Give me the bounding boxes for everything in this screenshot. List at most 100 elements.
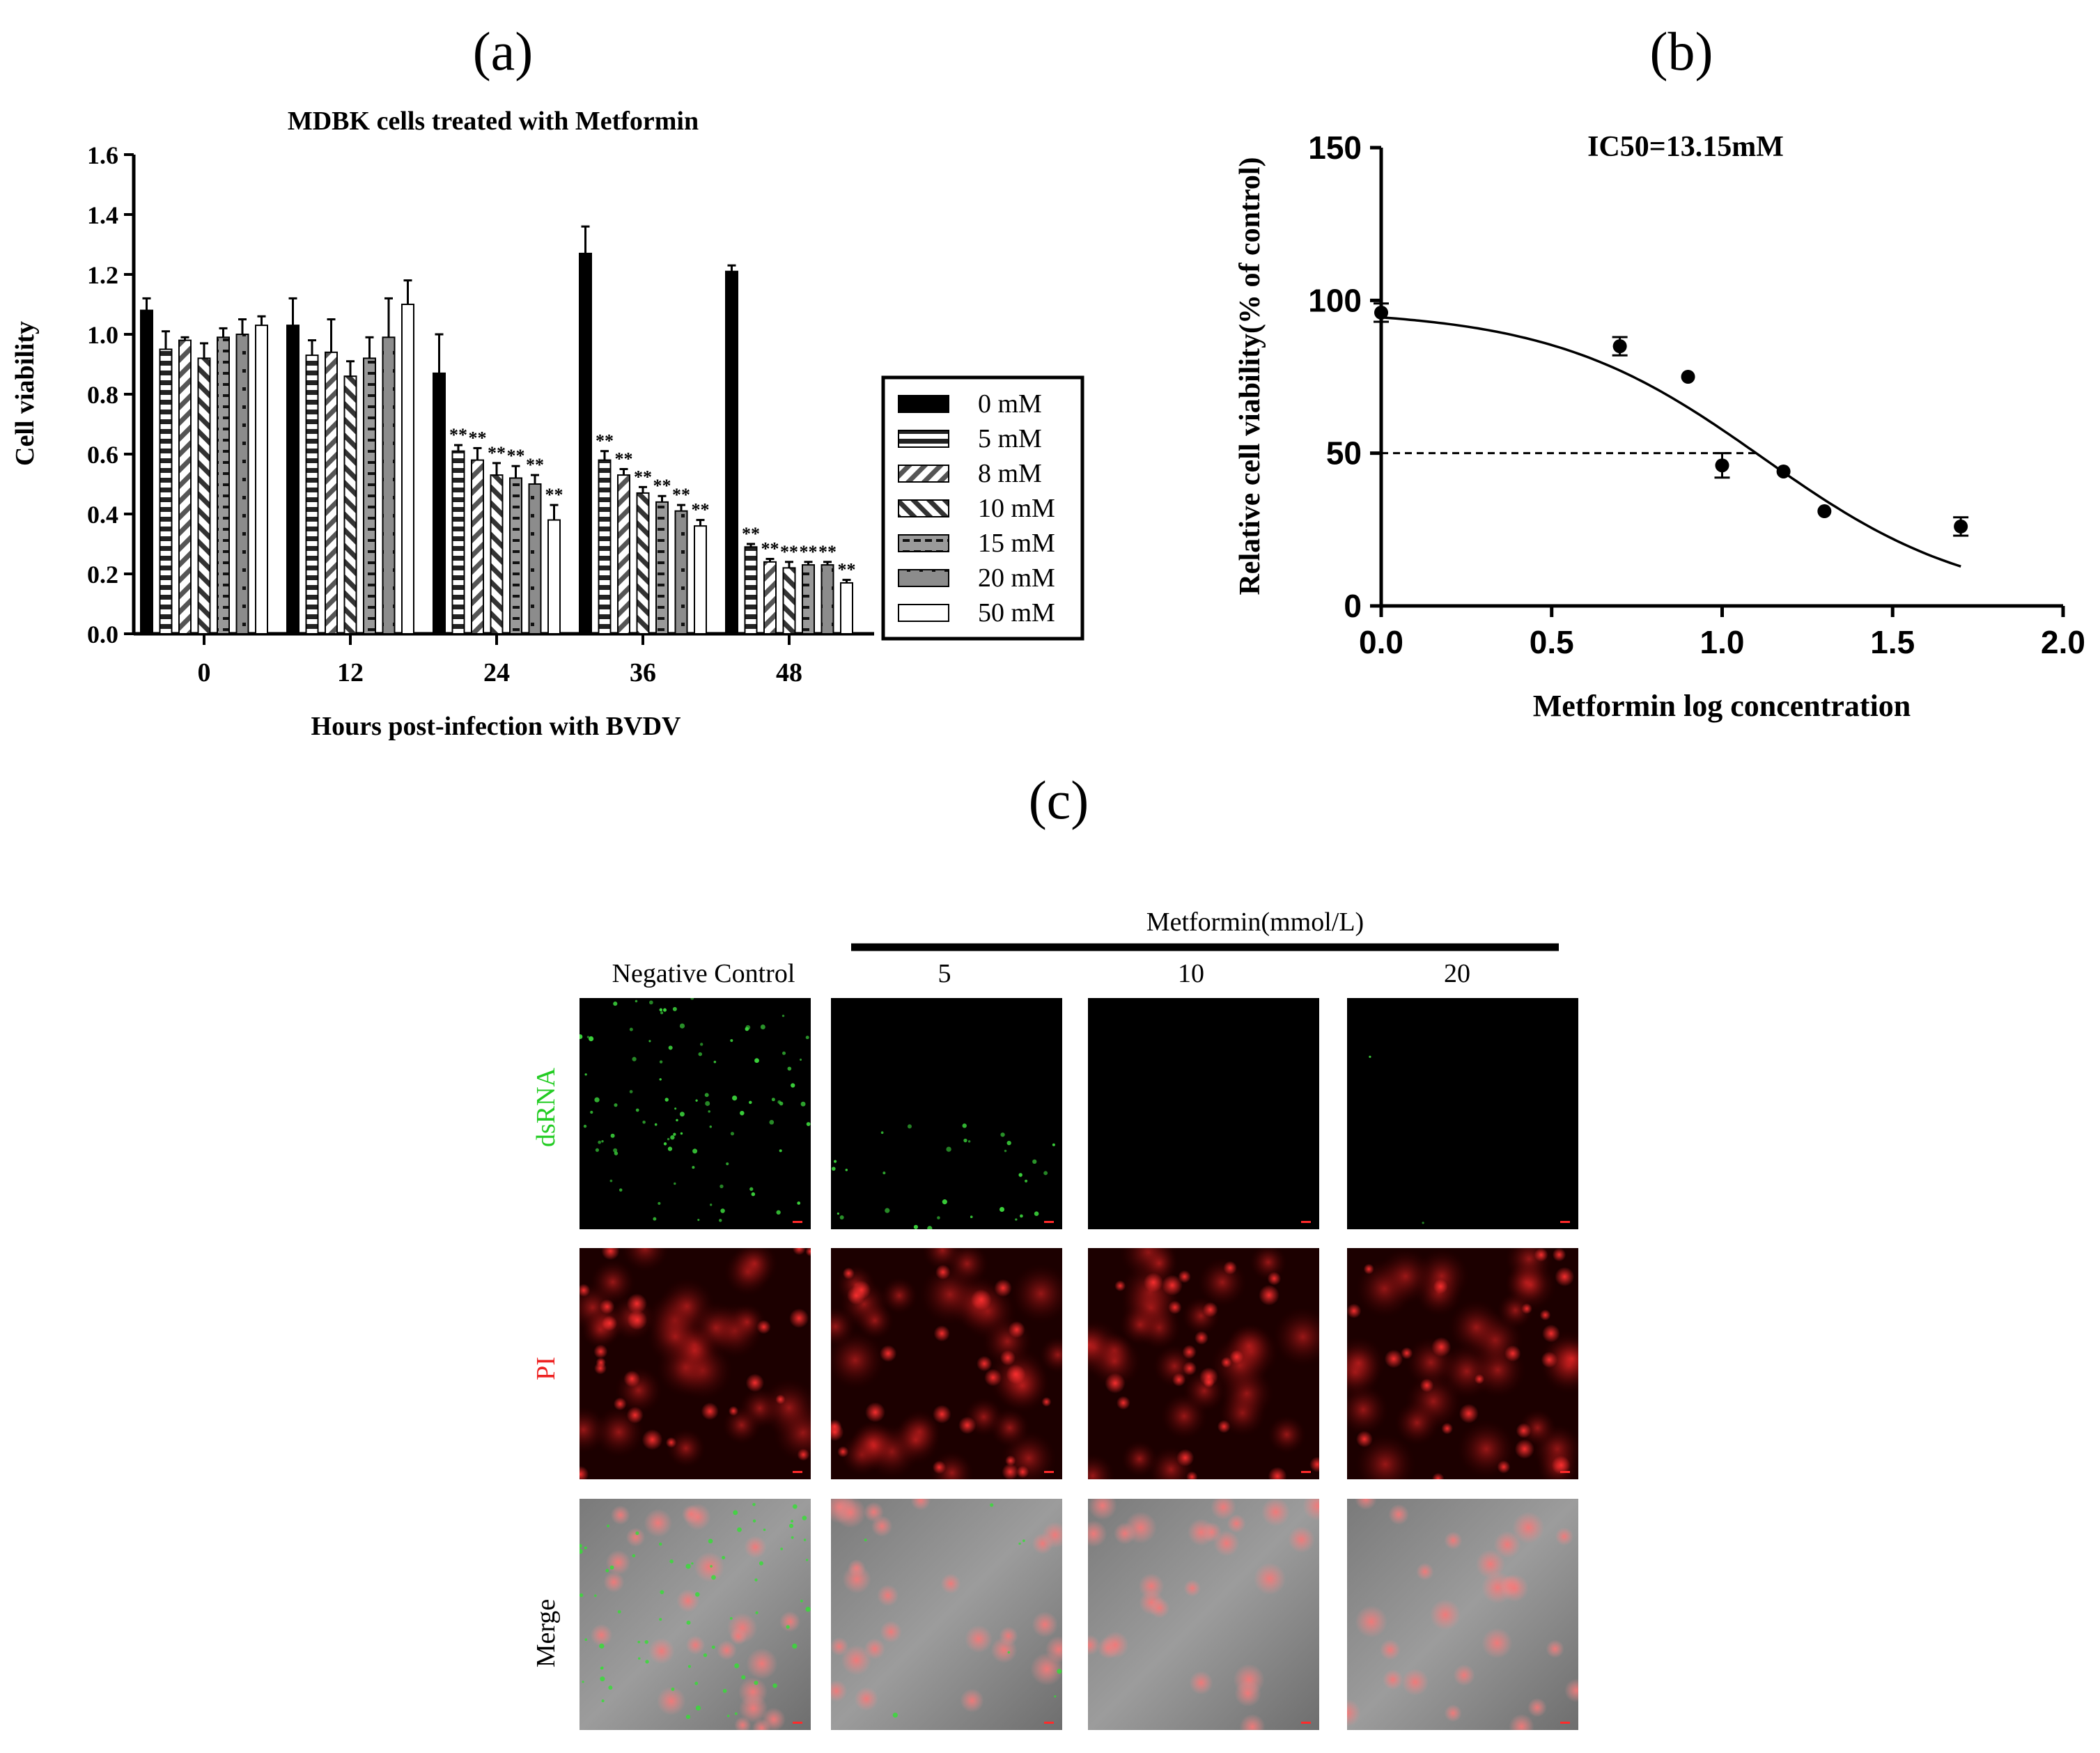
green-puncta bbox=[942, 1199, 947, 1205]
significance-label: ** bbox=[596, 431, 614, 451]
data-point bbox=[1817, 504, 1832, 519]
green-puncta bbox=[610, 1133, 615, 1138]
green-puncta bbox=[654, 1123, 658, 1126]
nucleus bbox=[1124, 1511, 1157, 1544]
bar bbox=[490, 474, 504, 634]
cell-halo bbox=[731, 1248, 778, 1287]
image-background bbox=[831, 998, 1062, 1229]
chart-a-x-tick-label: 48 bbox=[776, 658, 802, 687]
bar bbox=[217, 336, 230, 634]
nucleus bbox=[984, 1369, 1002, 1387]
nucleus bbox=[1102, 1631, 1129, 1659]
green-puncta bbox=[832, 1167, 836, 1171]
nucleus bbox=[1380, 1639, 1401, 1660]
green-puncta bbox=[580, 1548, 583, 1555]
nucleus bbox=[580, 1465, 589, 1479]
row-label-pi: PI bbox=[531, 1357, 561, 1380]
green-puncta bbox=[711, 1575, 716, 1580]
green-puncta bbox=[990, 1503, 994, 1507]
green-puncta bbox=[913, 1224, 919, 1229]
cell-halo bbox=[919, 1264, 980, 1325]
row-label-dsrna: dsRNA bbox=[531, 1067, 561, 1147]
green-puncta bbox=[880, 1131, 884, 1135]
chart-a-y-tick-label: 0.4 bbox=[87, 501, 118, 529]
green-puncta bbox=[800, 1059, 802, 1061]
nucleus bbox=[1105, 1373, 1126, 1394]
green-puncta bbox=[594, 1097, 600, 1103]
chart-a-y-tick-label: 0.0 bbox=[87, 621, 118, 648]
green-puncta bbox=[692, 1166, 695, 1169]
green-puncta bbox=[749, 1100, 752, 1105]
green-puncta bbox=[1022, 1539, 1025, 1543]
scale-bar bbox=[1301, 1221, 1311, 1223]
nucleus bbox=[1355, 1605, 1387, 1638]
green-puncta bbox=[722, 1689, 727, 1693]
green-puncta bbox=[667, 1146, 673, 1151]
green-puncta bbox=[686, 1620, 691, 1625]
bar bbox=[528, 483, 542, 634]
green-puncta bbox=[963, 1138, 967, 1143]
legend-label: 10 mM bbox=[978, 494, 1055, 523]
nucleus bbox=[1114, 1280, 1126, 1292]
nucleus bbox=[1261, 1499, 1291, 1527]
nucleus bbox=[1253, 1562, 1286, 1595]
nucleus bbox=[775, 1394, 786, 1405]
cell-halo bbox=[1449, 1300, 1504, 1355]
nucleus bbox=[910, 1499, 931, 1511]
nucleus bbox=[837, 1446, 849, 1458]
cell-halo bbox=[647, 1309, 703, 1365]
green-puncta bbox=[751, 1192, 756, 1197]
green-puncta bbox=[927, 1226, 933, 1229]
nucleus bbox=[1493, 1531, 1521, 1559]
green-puncta bbox=[754, 1681, 759, 1685]
green-puncta bbox=[1015, 1218, 1018, 1221]
green-puncta bbox=[1018, 1173, 1022, 1177]
green-puncta bbox=[754, 1058, 759, 1064]
panel-label-a: (a) bbox=[473, 21, 534, 81]
nucleus bbox=[960, 1688, 984, 1713]
green-puncta bbox=[1052, 1143, 1055, 1146]
significance-label: ** bbox=[692, 500, 710, 520]
bar bbox=[382, 336, 396, 634]
green-puncta bbox=[629, 1027, 633, 1031]
microscopy-image-content bbox=[1088, 1248, 1319, 1479]
cell-halo bbox=[666, 1428, 706, 1468]
nucleus bbox=[1088, 1499, 1117, 1520]
bar-chart-cell-viability: MDBK cells treated with Metformin Cell v… bbox=[10, 107, 1084, 741]
green-puncta bbox=[659, 1060, 663, 1064]
green-puncta bbox=[791, 1520, 794, 1523]
nucleus bbox=[745, 1373, 765, 1392]
chart-a-xlabel: Hours post-infection with BVDV bbox=[311, 712, 682, 741]
column-label-20: 20 bbox=[1444, 959, 1470, 988]
green-puncta bbox=[703, 1653, 708, 1658]
green-puncta bbox=[732, 1095, 738, 1101]
bar bbox=[363, 357, 376, 635]
green-puncta bbox=[584, 1546, 587, 1550]
bar bbox=[763, 561, 777, 634]
chart-a-y-tick-label: 1.0 bbox=[87, 321, 118, 349]
nucleus bbox=[994, 1279, 1012, 1298]
chart-a-y-tick-label: 0.6 bbox=[87, 441, 118, 469]
green-puncta bbox=[629, 1090, 633, 1093]
legend-swatch bbox=[898, 430, 949, 448]
green-puncta bbox=[734, 1663, 740, 1669]
microscopy-image bbox=[1088, 1499, 1319, 1730]
green-puncta bbox=[691, 1562, 694, 1565]
chart-a-axes: 0.0 0.2 0.4 0.6 0.8 1.0 1.2 1.4 1.6 0 12 24 36 48 bbox=[87, 141, 874, 687]
significance-label: ** bbox=[634, 467, 652, 487]
fit-curve bbox=[1380, 315, 1961, 568]
microscopy-image-content bbox=[1347, 1248, 1578, 1479]
green-puncta bbox=[599, 1643, 605, 1649]
significance-label: ** bbox=[615, 449, 633, 469]
nucleus bbox=[1347, 1699, 1361, 1727]
green-puncta bbox=[659, 1542, 662, 1546]
nucleus bbox=[590, 1623, 613, 1646]
green-puncta bbox=[613, 1148, 618, 1153]
green-puncta bbox=[694, 1681, 699, 1685]
green-puncta bbox=[670, 1135, 675, 1140]
green-puncta bbox=[937, 1216, 940, 1220]
green-puncta bbox=[582, 1681, 584, 1683]
nucleus bbox=[865, 1402, 885, 1423]
green-puncta bbox=[608, 1685, 613, 1690]
significance-label: ** bbox=[818, 542, 837, 562]
